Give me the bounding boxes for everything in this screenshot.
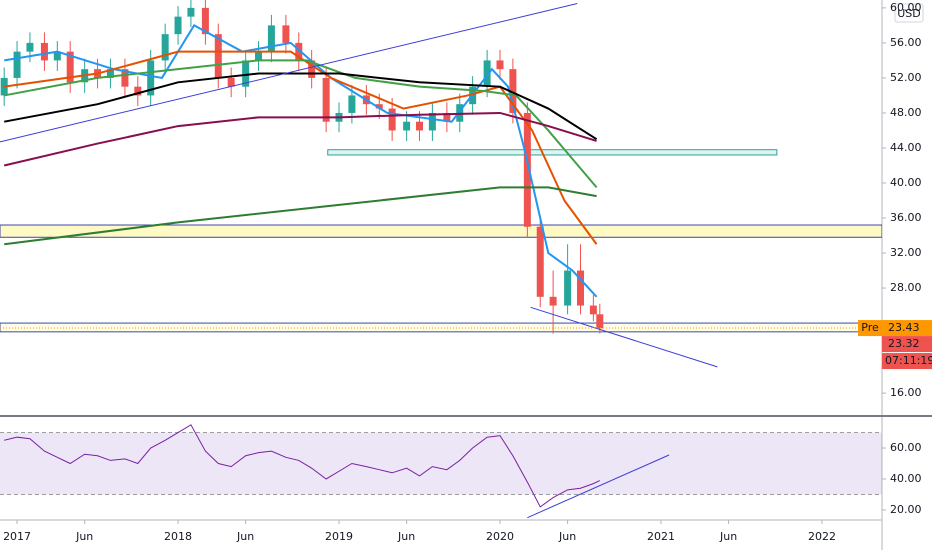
countdown: 07:11:19: [885, 354, 932, 367]
candle-body: [509, 69, 517, 113]
candle-body: [348, 95, 356, 113]
x-tick-label: Jun: [719, 530, 737, 543]
y-tick-label: 32.00: [890, 246, 922, 259]
candle-body: [53, 51, 61, 61]
y-tick-label: 60.00: [890, 1, 922, 14]
candle-body: [147, 60, 155, 96]
moving-average: [4, 59, 598, 189]
y-tick-label: 56.00: [890, 36, 922, 49]
candle-body: [134, 86, 142, 96]
candle-body: [576, 270, 584, 306]
zone: [0, 224, 882, 238]
candle-body: [227, 77, 235, 87]
zone: [327, 149, 778, 156]
candle-body: [13, 51, 21, 78]
y-tick-label: 60.00: [890, 441, 922, 454]
pre-tag: Pre: [861, 321, 879, 334]
candle-body: [322, 77, 330, 122]
x-tick-label: Jun: [236, 530, 254, 543]
y-tick-label: 52.00: [890, 71, 922, 84]
last-price-box: [882, 320, 932, 337]
x-tick-label: Jun: [75, 530, 93, 543]
candle-body: [496, 60, 504, 70]
trendline: [530, 306, 718, 368]
x-tick-label: 2022: [808, 530, 836, 543]
moving-average: [3, 111, 597, 167]
y-tick-label: 44.00: [890, 141, 922, 154]
candle-body: [403, 121, 411, 131]
close-price-box: [882, 336, 932, 353]
candle-body: [295, 42, 303, 61]
moving-average: [4, 72, 598, 141]
candle-body: [523, 112, 531, 227]
moving-average: [4, 186, 597, 246]
candle-body: [26, 42, 34, 52]
countdown-box: [882, 353, 932, 370]
currency-box[interactable]: [894, 3, 924, 23]
candle-body: [255, 51, 263, 61]
x-tick-label: 2020: [486, 530, 514, 543]
x-tick-label: 2021: [647, 530, 675, 543]
candle-body: [308, 60, 316, 78]
candle-body: [187, 7, 195, 17]
candle-body: [161, 34, 169, 61]
axis-layer: 16.00 28.00 32.00 36.00 40.00 44.00 48.00 52.00…: [3, 1, 932, 543]
candle-body: [282, 25, 290, 43]
pane: [0, 0, 882, 368]
candle-body: [549, 296, 557, 306]
candle-body: [375, 104, 383, 109]
rsi-line: [4, 424, 601, 508]
last-price-label: 23.43: [888, 321, 920, 334]
close-price-label: 23.32: [888, 337, 920, 350]
candle-body: [388, 108, 396, 131]
candle-body: [106, 69, 114, 78]
candle-body: [416, 121, 424, 131]
zone: [0, 322, 882, 333]
candle-body: [428, 112, 436, 131]
candle-body: [267, 25, 275, 52]
x-tick-label: 2017: [3, 530, 31, 543]
candle-body: [214, 34, 222, 78]
candle-body: [242, 60, 250, 87]
y-tick-label: 40.00: [890, 472, 922, 485]
candle-body: [121, 69, 129, 87]
y-tick-label: 28.00: [890, 281, 922, 294]
candle-body: [66, 51, 74, 83]
y-tick-label: 16.00: [890, 386, 922, 399]
candle-body: [536, 226, 544, 297]
currency[interactable]: USD: [897, 7, 921, 20]
x-tick-label: Jun: [397, 530, 415, 543]
y-tick-label: 36.00: [890, 211, 922, 224]
candle-body: [596, 314, 604, 329]
pre-tag-box: [858, 320, 882, 337]
trendline: [0, 3, 578, 143]
candle-body: [483, 60, 491, 87]
trendline: [527, 454, 670, 519]
candle-body: [564, 270, 572, 306]
candle-body: [589, 305, 597, 315]
y-tick-label: 40.00: [890, 176, 922, 189]
plot-layer: [0, 0, 882, 519]
x-tick-label: 2018: [164, 530, 192, 543]
x-tick-label: Jun: [558, 530, 576, 543]
candle-body: [40, 42, 48, 61]
y-tick-label: 48.00: [890, 106, 922, 119]
candle-body: [201, 7, 209, 35]
candle-body: [443, 112, 451, 122]
candle-body: [174, 16, 182, 35]
rsi-band: [0, 432, 882, 495]
pane: [0, 424, 882, 519]
y-tick-label: 20.00: [890, 503, 922, 516]
x-tick-label: 2019: [325, 530, 353, 543]
moving-average: [4, 50, 598, 245]
